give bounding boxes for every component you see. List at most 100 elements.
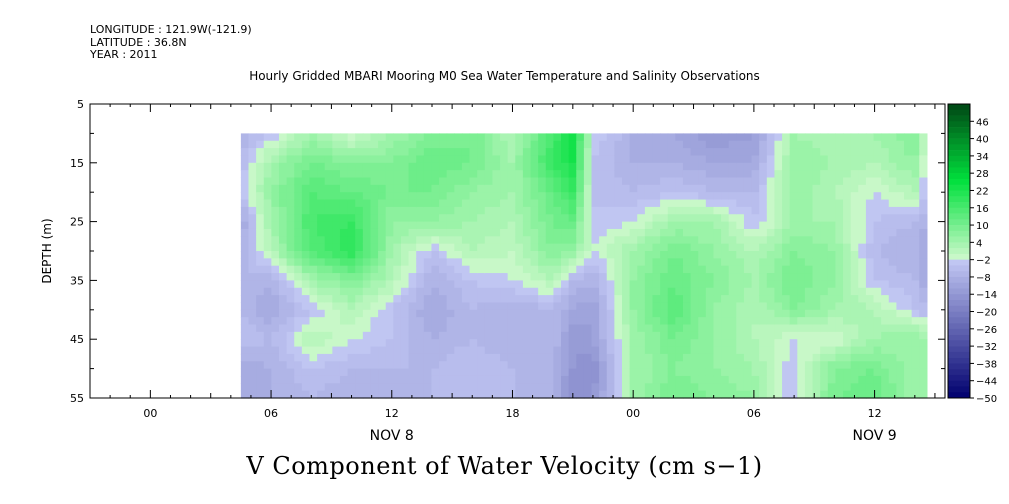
heatmap-cell bbox=[461, 184, 471, 193]
heatmap-cell bbox=[370, 177, 379, 186]
heatmap-cell bbox=[324, 375, 333, 384]
heatmap-cell bbox=[278, 243, 288, 252]
heatmap-cell bbox=[477, 148, 486, 157]
heatmap-cell bbox=[843, 170, 852, 179]
heatmap-cell bbox=[507, 155, 516, 164]
heatmap-cell bbox=[591, 295, 600, 304]
heatmap-cell bbox=[294, 280, 303, 289]
heatmap-cell bbox=[743, 302, 753, 311]
heatmap-cell bbox=[553, 221, 562, 230]
heatmap-cell bbox=[492, 184, 501, 193]
heatmap-cell bbox=[339, 331, 349, 340]
heatmap-cell bbox=[278, 221, 288, 230]
heatmap-cell bbox=[705, 361, 715, 370]
heatmap-cell bbox=[507, 265, 516, 274]
heatmap-cell bbox=[324, 331, 333, 340]
heatmap-cell bbox=[515, 273, 524, 281]
heatmap-cell bbox=[789, 361, 798, 370]
heatmap-cell bbox=[721, 236, 730, 245]
heatmap-cell bbox=[850, 331, 859, 340]
heatmap-cell bbox=[682, 280, 692, 289]
heatmap-cell bbox=[301, 317, 311, 326]
heatmap-cell bbox=[408, 375, 417, 384]
heatmap-cell bbox=[545, 317, 554, 326]
heatmap-cell bbox=[362, 184, 372, 193]
heatmap-cell bbox=[599, 133, 608, 142]
heatmap-cell bbox=[484, 353, 494, 362]
heatmap-cell bbox=[865, 133, 875, 142]
heatmap-cell bbox=[484, 265, 494, 274]
heatmap-cell bbox=[576, 273, 585, 281]
heatmap-cell bbox=[294, 339, 303, 348]
heatmap-cell bbox=[393, 177, 402, 186]
colorbar-swatch bbox=[948, 248, 970, 255]
heatmap-cell bbox=[812, 155, 821, 164]
heatmap-cell bbox=[362, 265, 372, 274]
heatmap-cell bbox=[812, 280, 821, 289]
heatmap-cell bbox=[515, 251, 524, 259]
colorbar-frame bbox=[947, 103, 971, 399]
heatmap-cell bbox=[896, 177, 905, 186]
heatmap-cell bbox=[743, 309, 753, 318]
heatmap-cell bbox=[309, 162, 318, 171]
heatmap-cell bbox=[500, 383, 509, 392]
heatmap-cell bbox=[454, 236, 463, 245]
heatmap-cell bbox=[622, 324, 631, 333]
heatmap-cell bbox=[240, 236, 250, 245]
heatmap-cell bbox=[858, 346, 867, 355]
heatmap-cell bbox=[553, 353, 562, 362]
heatmap-cell bbox=[789, 317, 798, 326]
heatmap-cell bbox=[500, 309, 509, 318]
heatmap-cell bbox=[843, 184, 852, 193]
heatmap-cell bbox=[888, 265, 897, 274]
heatmap-cell bbox=[660, 295, 669, 304]
heatmap-cell bbox=[789, 258, 798, 267]
heatmap-cell bbox=[873, 251, 882, 259]
heatmap-cell bbox=[827, 206, 837, 215]
heatmap-cell bbox=[606, 317, 615, 326]
heatmap-cell bbox=[393, 273, 402, 281]
heatmap-cell bbox=[919, 353, 928, 362]
heatmap-cell bbox=[682, 353, 692, 362]
heatmap-cell bbox=[812, 162, 821, 171]
heatmap-cell bbox=[690, 302, 699, 311]
colorbar-swatch bbox=[948, 132, 970, 139]
heatmap-cell bbox=[278, 170, 288, 179]
heatmap-cell bbox=[271, 265, 280, 274]
heatmap-cell bbox=[721, 390, 730, 399]
heatmap-cell bbox=[492, 361, 501, 370]
heatmap-cell bbox=[888, 317, 897, 326]
heatmap-cell bbox=[477, 280, 486, 289]
heatmap-cell bbox=[423, 361, 433, 370]
heatmap-cell bbox=[431, 177, 440, 186]
heatmap-cell bbox=[873, 177, 882, 186]
heatmap-cell bbox=[682, 368, 692, 377]
heatmap-cell bbox=[843, 228, 852, 237]
heatmap-cell bbox=[622, 368, 631, 377]
heatmap-cell bbox=[278, 280, 288, 289]
heatmap-cell bbox=[507, 331, 516, 340]
heatmap-cell bbox=[439, 140, 448, 149]
heatmap-cell bbox=[294, 383, 303, 392]
heatmap-cell bbox=[530, 353, 539, 362]
heatmap-cell bbox=[522, 317, 532, 326]
heatmap-cell bbox=[324, 236, 333, 245]
heatmap-cell bbox=[896, 317, 905, 326]
heatmap-cell bbox=[522, 177, 532, 186]
heatmap-cell bbox=[804, 133, 814, 142]
heatmap-cell bbox=[278, 287, 288, 296]
heatmap-cell bbox=[660, 273, 669, 281]
heatmap-cell bbox=[827, 170, 837, 179]
heatmap-cell bbox=[522, 199, 532, 208]
heatmap-cell bbox=[317, 236, 326, 245]
heatmap-cell bbox=[538, 192, 547, 201]
heatmap-cell bbox=[431, 192, 440, 201]
heatmap-cell bbox=[477, 243, 486, 252]
heatmap-cell bbox=[843, 375, 852, 384]
heatmap-cell bbox=[332, 331, 341, 340]
heatmap-cell bbox=[843, 251, 852, 259]
heatmap-cell bbox=[652, 206, 661, 215]
heatmap-cell bbox=[385, 265, 394, 274]
heatmap-cell bbox=[888, 331, 897, 340]
heatmap-cell bbox=[835, 243, 844, 252]
